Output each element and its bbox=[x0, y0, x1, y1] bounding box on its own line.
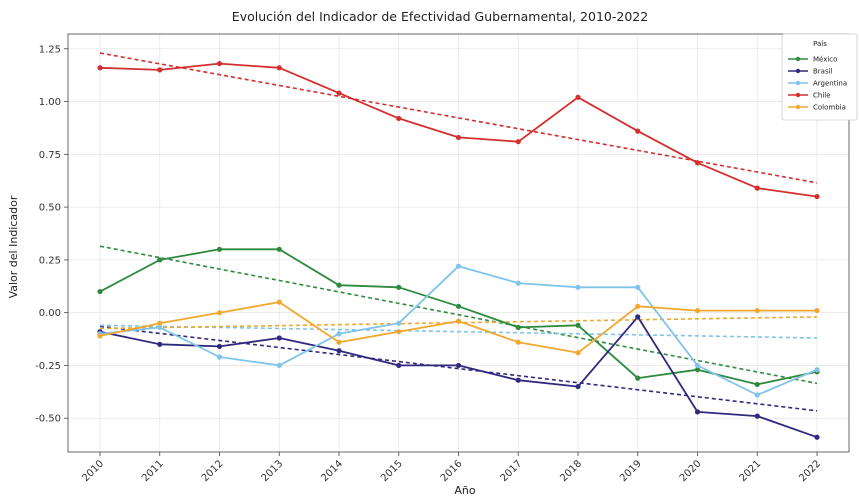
data-point-colombia bbox=[754, 307, 760, 314]
data-point-argentina bbox=[575, 284, 581, 290]
data-point-brasil bbox=[754, 413, 760, 419]
data-point-brasil bbox=[396, 362, 402, 369]
data-point-chile bbox=[396, 115, 402, 122]
data-point-chile bbox=[515, 139, 521, 145]
legend-marker-argentina bbox=[795, 80, 801, 86]
data-point-mexico bbox=[575, 322, 581, 328]
legend-marker-brasil bbox=[795, 68, 801, 74]
data-point-colombia bbox=[157, 320, 163, 326]
data-point-mexico bbox=[396, 284, 402, 290]
data-point-argentina bbox=[276, 362, 282, 369]
y-tick-label: 1.25 bbox=[39, 44, 61, 55]
data-point-chile bbox=[635, 128, 641, 134]
data-point-brasil bbox=[336, 348, 342, 354]
legend: País México Brasil Argentina Chile Colombia bbox=[781, 33, 858, 121]
data-point-colombia bbox=[97, 333, 103, 339]
data-point-brasil bbox=[515, 377, 521, 383]
data-point-argentina bbox=[336, 331, 342, 337]
data-point-chile bbox=[694, 160, 701, 166]
trend-line-mexico bbox=[99, 245, 818, 385]
data-point-colombia bbox=[515, 339, 521, 345]
data-point-mexico bbox=[276, 246, 282, 252]
data-point-colombia bbox=[575, 350, 581, 356]
chart-title: Evolución del Indicador de Efectividad G… bbox=[232, 9, 648, 24]
data-point-chile bbox=[276, 65, 282, 71]
data-point-chile bbox=[575, 94, 581, 100]
y-axis-ticks: 1.25 1.00 0.75 0.50 0.25 0.00 -0.25 -0.50 bbox=[35, 44, 68, 425]
data-point-colombia bbox=[336, 339, 342, 345]
data-point-mexico bbox=[336, 282, 342, 288]
data-point-brasil bbox=[157, 341, 163, 347]
legend-marker-mexico bbox=[795, 56, 801, 62]
data-point-brasil bbox=[575, 383, 581, 390]
data-point-colombia bbox=[814, 307, 820, 314]
data-point-argentina bbox=[396, 320, 402, 326]
data-point-chile bbox=[157, 67, 163, 73]
data-point-argentina bbox=[216, 354, 223, 360]
data-point-brasil bbox=[216, 343, 223, 350]
legend-marker-chile bbox=[795, 92, 801, 98]
data-point-argentina bbox=[635, 284, 641, 290]
y-axis-label: Valor del Indicador bbox=[7, 195, 20, 298]
y-tick-label: 0.75 bbox=[39, 150, 61, 161]
legend-label-colombia: Colombia bbox=[813, 104, 846, 112]
data-point-brasil bbox=[694, 409, 701, 415]
legend-label-brasil: Brasil bbox=[813, 68, 833, 76]
data-point-chile bbox=[97, 65, 103, 71]
y-tick-label: 0.25 bbox=[39, 255, 61, 266]
data-point-brasil bbox=[455, 362, 462, 369]
data-point-chile bbox=[216, 60, 223, 67]
trend-lines bbox=[99, 52, 818, 412]
data-point-mexico bbox=[216, 246, 223, 252]
legend-marker-colombia bbox=[795, 104, 801, 110]
data-point-mexico bbox=[157, 257, 163, 263]
data-point-mexico bbox=[455, 303, 462, 309]
grid bbox=[68, 34, 849, 452]
data-point-colombia bbox=[216, 310, 223, 316]
y-tick-label: -0.50 bbox=[35, 414, 61, 425]
trend-line-chile bbox=[99, 52, 818, 184]
trend-line-brasil bbox=[99, 325, 818, 412]
data-point-mexico bbox=[635, 375, 641, 381]
legend-title: País bbox=[813, 40, 827, 48]
legend-label-mexico: México bbox=[813, 56, 837, 64]
data-point-mexico bbox=[515, 324, 521, 331]
trend-line-argentina bbox=[99, 324, 818, 339]
data-point-colombia bbox=[276, 299, 282, 305]
data-point-colombia bbox=[635, 303, 641, 309]
x-axis-label: Año bbox=[454, 484, 475, 496]
legend-box bbox=[781, 33, 858, 121]
legend-label-chile: Chile bbox=[813, 92, 831, 100]
data-point-chile bbox=[814, 193, 820, 200]
data-point-chile bbox=[455, 134, 462, 141]
data-point-argentina bbox=[515, 280, 521, 286]
data-point-mexico bbox=[754, 381, 760, 388]
legend-label-argentina: Argentina bbox=[813, 80, 847, 88]
y-tick-label: 0.00 bbox=[39, 308, 61, 319]
data-point-argentina bbox=[814, 367, 820, 373]
data-point-mexico bbox=[97, 288, 103, 295]
data-point-brasil bbox=[276, 335, 282, 341]
data-point-argentina bbox=[694, 362, 701, 369]
data-point-brasil bbox=[814, 434, 820, 440]
data-point-argentina bbox=[455, 263, 462, 269]
data-point-colombia bbox=[694, 307, 701, 314]
data-point-argentina bbox=[157, 324, 163, 331]
data-point-mexico bbox=[694, 367, 701, 373]
y-tick-label: 0.50 bbox=[39, 203, 61, 214]
data-point-chile bbox=[336, 90, 342, 96]
data-point-colombia bbox=[455, 318, 462, 324]
series-lines bbox=[97, 60, 820, 440]
data-point-colombia bbox=[396, 329, 402, 335]
data-point-brasil bbox=[635, 314, 641, 320]
y-tick-label: 1.00 bbox=[39, 97, 61, 108]
data-point-argentina bbox=[754, 392, 760, 398]
y-tick-label: -0.25 bbox=[35, 361, 61, 372]
data-point-chile bbox=[754, 185, 760, 191]
